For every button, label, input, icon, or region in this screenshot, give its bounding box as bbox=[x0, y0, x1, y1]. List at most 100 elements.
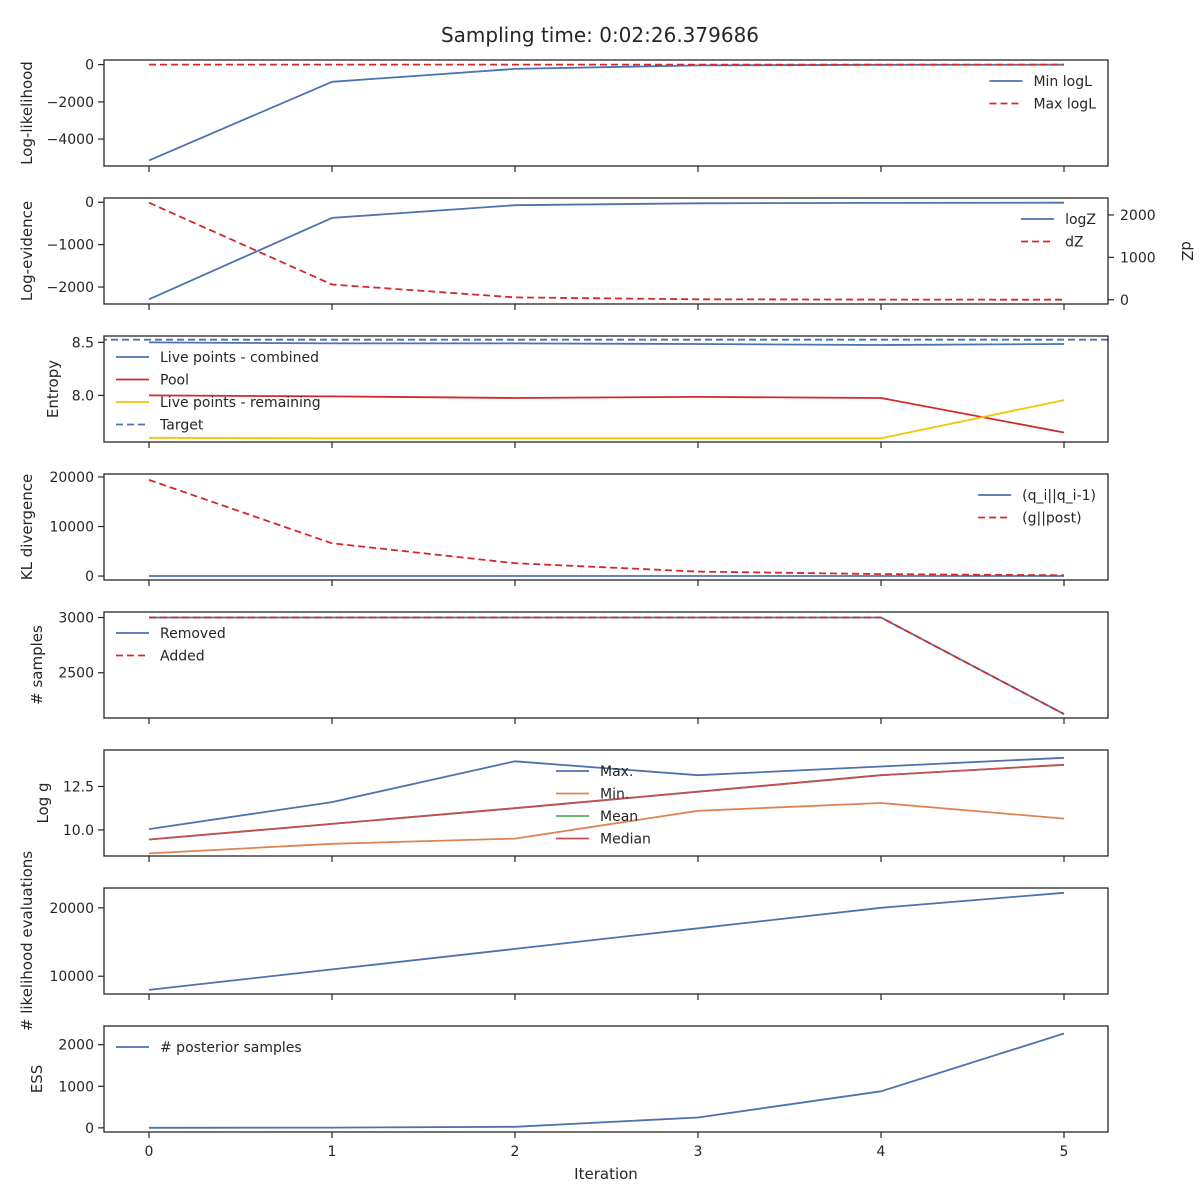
y-tick-label: 10000 bbox=[49, 969, 94, 985]
figure-title: Sampling time: 0:02:26.379686 bbox=[441, 23, 759, 47]
y-tick-label: 20000 bbox=[49, 470, 94, 486]
y-tick-label: 0 bbox=[85, 58, 94, 74]
y-tick-label: 8.5 bbox=[72, 335, 94, 351]
x-tick-label: 1 bbox=[328, 1144, 337, 1160]
legend-label: Mean bbox=[600, 809, 638, 825]
axes-frame bbox=[103, 335, 1109, 443]
series-line-min-logl bbox=[148, 63, 1065, 162]
y-tick-label: 10000 bbox=[49, 520, 94, 536]
legend-label: Min. bbox=[600, 787, 629, 803]
legend-label: Pool bbox=[160, 373, 189, 389]
legend: Max. Min. Mean Median bbox=[556, 764, 651, 848]
legend-label: Median bbox=[600, 832, 651, 848]
plot-area bbox=[149, 616, 1065, 715]
series-line-min- bbox=[148, 802, 1065, 855]
y-axis-label: Log-likelihood bbox=[18, 61, 36, 165]
plot-area bbox=[148, 891, 1065, 991]
panel-ess: 0 1000 2000 0 1 2 3 4 5 ESS # posterior samples bbox=[28, 1025, 1109, 1160]
series-line-removed bbox=[149, 616, 1065, 715]
x-tick-label: 5 bbox=[1060, 1144, 1069, 1160]
y-axis-label: Log-evidence bbox=[18, 201, 36, 301]
y-axis-label: Log g bbox=[34, 782, 52, 823]
panel-logevidence: 0 −1000 −2000 0 1000 2000 dZ Log-evidence logZ dZ bbox=[18, 195, 1196, 310]
series-line--posterior-samples bbox=[148, 1032, 1065, 1129]
y-tick-label: 12.5 bbox=[63, 779, 94, 795]
series-line-max- bbox=[148, 756, 1065, 830]
y2-axis-label: dZ bbox=[1178, 241, 1196, 261]
series-line-dz bbox=[148, 201, 1065, 301]
series-line-pool bbox=[148, 394, 1065, 434]
y-tick-label: −1000 bbox=[47, 238, 94, 254]
y-axis-label: ESS bbox=[28, 1065, 46, 1094]
y2-tick-label: 1000 bbox=[1120, 250, 1156, 266]
legend-label: Max logL bbox=[1033, 97, 1096, 113]
y-tick-label: 3000 bbox=[58, 611, 94, 627]
y-axis-label: # samples bbox=[28, 625, 46, 705]
panel-loglik: 0 −2000 −4000 Log-likelihood Min logL Max log… bbox=[18, 58, 1109, 172]
axes-frame bbox=[103, 1025, 1109, 1133]
series-line-added bbox=[149, 616, 1065, 715]
series-line-median bbox=[148, 763, 1065, 841]
legend: Removed Added bbox=[116, 626, 226, 665]
axes-frame bbox=[103, 59, 1109, 167]
panels: 0 −2000 −4000 Log-likelihood Min logL Max log… bbox=[18, 58, 1196, 1160]
series-line-logz bbox=[148, 201, 1065, 301]
legend-label: logZ bbox=[1065, 212, 1096, 228]
legend: logZ dZ bbox=[1021, 212, 1096, 251]
legend-label: Live points - combined bbox=[160, 350, 319, 366]
plot-area bbox=[148, 1032, 1065, 1129]
panel-logg: 12.5 10.0 Log g Max. Min. Mean Median bbox=[34, 749, 1109, 862]
axes-frame bbox=[103, 749, 1109, 857]
legend-label: Min logL bbox=[1033, 74, 1092, 90]
legend: Min logL Max logL bbox=[989, 74, 1096, 113]
legend-label: Added bbox=[160, 649, 205, 665]
x-axis-label: Iteration bbox=[574, 1165, 638, 1183]
panel-kl: 0 10000 20000 KL divergence (q_i||q_i-1) (g||… bbox=[18, 470, 1109, 586]
legend-label: Max. bbox=[600, 764, 633, 780]
axes-frame bbox=[103, 197, 1109, 305]
axes-frame bbox=[103, 473, 1109, 581]
series-line--g-post- bbox=[148, 479, 1065, 577]
panel-likeval: 10000 20000 # likelihood evaluations bbox=[18, 851, 1109, 1031]
y-axis-label: Entropy bbox=[44, 360, 62, 418]
x-tick-label: 2 bbox=[511, 1144, 520, 1160]
plot-area bbox=[148, 63, 1065, 162]
legend: Live points - combined Pool Live points - … bbox=[116, 350, 321, 434]
y-tick-label: 8.0 bbox=[72, 388, 94, 404]
plot-area bbox=[148, 479, 1065, 577]
y-axis-label: KL divergence bbox=[18, 474, 36, 580]
y2-tick-label: 0 bbox=[1120, 293, 1129, 309]
plot-area bbox=[148, 756, 1065, 855]
y-tick-label: 0 bbox=[85, 1121, 94, 1137]
y2-tick-label: 2000 bbox=[1120, 208, 1156, 224]
axes-frame bbox=[103, 887, 1109, 995]
y-tick-label: −2000 bbox=[47, 95, 94, 111]
legend-label: Live points - remaining bbox=[160, 395, 321, 411]
y-tick-label: 0 bbox=[85, 569, 94, 585]
x-tick-label: 0 bbox=[145, 1144, 154, 1160]
legend: # posterior samples bbox=[116, 1040, 302, 1056]
series-line-main bbox=[148, 891, 1065, 991]
axes-frame bbox=[103, 611, 1109, 719]
series-line-live-points-combined bbox=[148, 341, 1065, 346]
y-tick-label: −2000 bbox=[47, 280, 94, 296]
plot-area bbox=[148, 201, 1065, 301]
legend-label: dZ bbox=[1065, 235, 1083, 251]
y-tick-label: 20000 bbox=[49, 901, 94, 917]
series-line-live-points-remaining bbox=[148, 399, 1065, 440]
x-tick-label: 4 bbox=[877, 1144, 886, 1160]
legend-label: (q_i||q_i-1) bbox=[1022, 488, 1096, 504]
legend-label: Removed bbox=[160, 626, 226, 642]
legend: (q_i||q_i-1) (g||post) bbox=[978, 488, 1096, 527]
panel-samples: 3000 2500 # samples Removed Added bbox=[28, 611, 1109, 724]
y-axis-label: # likelihood evaluations bbox=[18, 851, 36, 1031]
y-tick-label: 2000 bbox=[58, 1038, 94, 1054]
y-tick-label: 10.0 bbox=[63, 823, 94, 839]
x-tick-label: 3 bbox=[694, 1144, 703, 1160]
legend-label: # posterior samples bbox=[160, 1040, 302, 1056]
y-tick-label: 2500 bbox=[58, 666, 94, 682]
plot-area bbox=[104, 338, 1108, 440]
y-tick-label: −4000 bbox=[47, 132, 94, 148]
